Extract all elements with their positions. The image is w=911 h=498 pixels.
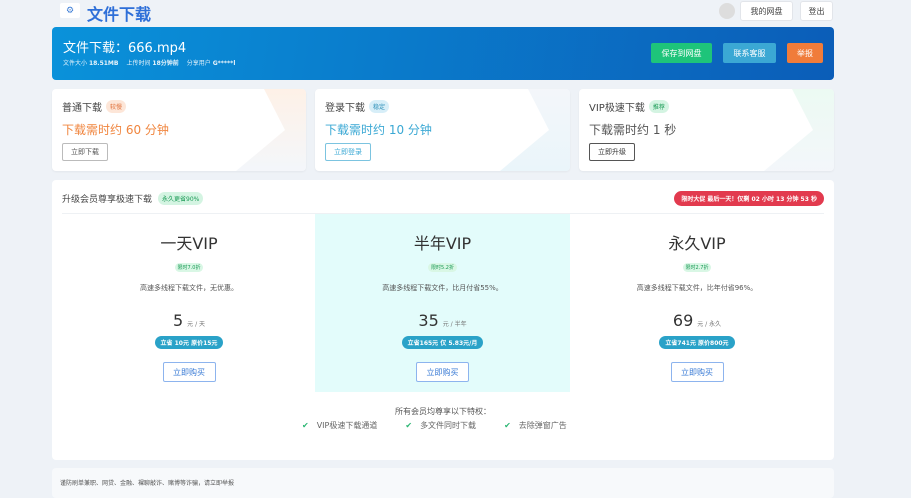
privileges-list: ✔ VIP极速下载通道 ✔ 多文件同时下载 ✔ 去除弹窗广告: [302, 420, 567, 431]
plan-desc: 高速多线程下载文件，比年付省96%。: [636, 284, 758, 292]
report-button[interactable]: 举报: [787, 43, 823, 63]
plan-unit: 元 / 天: [187, 321, 206, 328]
check-icon: ✔: [405, 421, 413, 430]
plan-unit: 元 / 永久: [697, 321, 722, 328]
plan-half-year: 半年VIP 限时5.2折 高速多线程下载文件，比月付省55%。 35 元 / 半年…: [315, 214, 570, 392]
privileges-title: 所有会员均尊享以下特权：: [395, 407, 491, 416]
share-user: G*****l: [212, 60, 236, 67]
plan-discount: 限时5.2折: [428, 263, 457, 272]
privilege-label: 多文件同时下载: [420, 421, 477, 430]
plan-unit: 元 / 半年: [442, 321, 467, 328]
card-vip-download: VIP极速下载 推荐 下载需时约 1 秒 立即升级: [579, 89, 834, 171]
plan-saving: 立省 10元 原价15元: [154, 336, 224, 349]
buy-button[interactable]: 立即购买: [416, 362, 469, 382]
privilege-item: ✔ 去除弹窗广告: [504, 420, 567, 431]
card-title: 普通下载: [62, 103, 102, 114]
card-tag: 推荐: [648, 100, 669, 113]
size-label: 文件大小: [63, 60, 88, 67]
card-title: 登录下载: [325, 103, 365, 114]
countdown-badge: 限时大促 最后一天！仅剩 02 小时 13 分钟 53 秒: [674, 191, 824, 206]
check-icon: ✔: [504, 421, 511, 430]
plan-price: 35: [418, 311, 439, 330]
privilege-item: ✔ VIP极速下载通道: [302, 420, 377, 431]
card-tag: 较慢: [106, 100, 127, 113]
contact-support-button[interactable]: 联系客服: [723, 43, 776, 63]
upload-time: 18分钟前: [152, 60, 179, 67]
upgrade-tag: 永久更省90%: [158, 192, 204, 205]
file-meta: 文件大小 18.51MB 上传时间 18分钟前 分享用户 G*****l: [63, 58, 235, 67]
plan-discount: 限时2.7折: [682, 263, 712, 272]
buy-button[interactable]: 立即购买: [670, 362, 724, 382]
buy-button[interactable]: 立即购买: [162, 362, 216, 382]
file-title: 文件下载：666.mp4: [63, 41, 187, 56]
plan-name: 半年VIP: [413, 234, 472, 253]
privilege-label: VIP极速下载通道: [316, 421, 378, 430]
download-now-button[interactable]: 立即下载: [62, 143, 108, 161]
share-label: 分享用户: [186, 60, 211, 67]
plan-price: 69: [672, 311, 694, 330]
plan-forever: 永久VIP 限时2.7折 高速多线程下载文件，比年付省96%。 69 元 / 永久…: [570, 214, 824, 392]
plan-discount: 限时7.0折: [174, 263, 204, 272]
upgrade-title: 升级会员尊享极速下载: [62, 195, 153, 205]
plan-desc: 高速多线程下载文件，无优惠。: [140, 284, 238, 292]
card-tag: 稳定: [369, 100, 390, 113]
fraud-warning: 谨防刷单兼职、网贷、金融、裸聊敲诈、赌博等诈骗，请立即举报: [52, 468, 834, 498]
file-banner: 文件下载：666.mp4 文件大小 18.51MB 上传时间 18分钟前 分享用…: [52, 27, 834, 80]
my-disk-button[interactable]: 我的网盘: [740, 1, 793, 21]
save-to-disk-button[interactable]: 保存到网盘: [651, 43, 712, 63]
plan-name: 永久VIP: [668, 234, 726, 253]
card-time: 下载需时约 10 分钟: [325, 123, 432, 137]
plan-saving: 立省165元 仅 5.83元/月: [401, 336, 484, 349]
plan-saving: 立省741元 原价800元: [659, 336, 735, 349]
upgrade-panel: 升级会员尊享极速下载 永久更省90% 限时大促 最后一天！仅剩 02 小时 13 …: [52, 180, 834, 460]
card-login-download: 登录下载 稳定 下载需时约 10 分钟 立即登录: [315, 89, 570, 171]
plan-name: 一天VIP: [160, 234, 218, 253]
card-time: 下载需时约 60 分钟: [62, 123, 169, 137]
divider: [62, 213, 824, 214]
upload-label: 上传时间: [126, 60, 151, 67]
user-avatar-icon[interactable]: [719, 3, 735, 19]
page-title: 文件下载: [87, 5, 152, 24]
file-size: 18.51MB: [88, 60, 119, 67]
card-normal-download: 普通下载 较慢 下载需时约 60 分钟 立即下载: [52, 89, 306, 171]
logout-button[interactable]: 登出: [800, 1, 833, 21]
privilege-item: ✔ 多文件同时下载: [405, 420, 476, 431]
card-time: 下载需时约 1 秒: [589, 123, 677, 137]
check-icon: ✔: [302, 421, 309, 430]
upgrade-now-button[interactable]: 立即升级: [589, 143, 635, 161]
logo-icon: ⚙: [60, 3, 80, 18]
login-now-button[interactable]: 立即登录: [325, 143, 371, 161]
privilege-label: 去除弹窗广告: [518, 421, 567, 430]
plan-price: 5: [172, 311, 184, 330]
card-title: VIP极速下载: [589, 103, 645, 114]
plan-desc: 高速多线程下载文件，比月付省55%。: [382, 284, 503, 292]
